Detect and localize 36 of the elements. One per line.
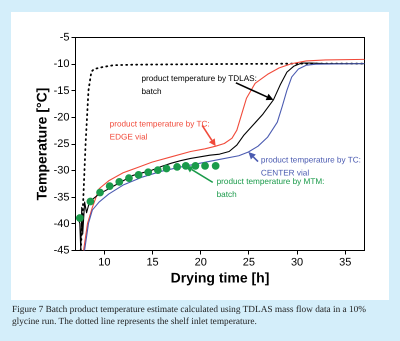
x-axis-title: Drying time [h] xyxy=(170,270,270,286)
series-label: product temperature by TDLAS: batch xyxy=(141,74,257,96)
point xyxy=(212,162,220,170)
point xyxy=(144,168,152,176)
caption: Figure 7 Batch product temperature estimate calculated using TDLAS mass flow data in a 10% glycine run. The dotted line represents the shelf inlet temperature. xyxy=(12,304,368,328)
y-axis-title: Temperature [°C] xyxy=(34,88,50,200)
point xyxy=(125,174,133,182)
x-tick-label: 30 xyxy=(290,256,304,268)
point xyxy=(106,182,114,190)
y-tick-label: -5 xyxy=(60,32,70,44)
point xyxy=(86,198,94,206)
y-tick-label: -10 xyxy=(54,58,70,70)
point xyxy=(76,214,84,222)
series-label: product temperature by MTM: batch xyxy=(216,176,324,199)
x-tick-label: 10 xyxy=(98,256,111,268)
y-tick-label: -40 xyxy=(54,218,70,230)
point xyxy=(173,163,181,171)
x-tick-label: 20 xyxy=(194,256,207,268)
y-tick-label: -15 xyxy=(54,84,70,97)
point xyxy=(201,162,209,170)
y-tick-label: -20 xyxy=(54,111,70,124)
point xyxy=(162,164,170,172)
series-label: product temperature by TC: EDGE vial xyxy=(110,119,210,142)
x-tick-label: 15 xyxy=(146,256,159,268)
y-tick-label: -25 xyxy=(54,138,70,150)
y-tick-label: -35 xyxy=(54,191,70,204)
point xyxy=(154,166,162,174)
point xyxy=(192,162,200,170)
legend-label: product temperature by TC: CENTER vial xyxy=(260,156,361,178)
x-tick-label: 25 xyxy=(242,256,256,268)
y-tick-label: -30 xyxy=(54,164,70,177)
x-tick-label: 35 xyxy=(339,256,352,268)
point xyxy=(115,178,124,186)
y-tick-label: -45 xyxy=(54,244,70,256)
point xyxy=(96,188,104,196)
point xyxy=(134,171,142,179)
